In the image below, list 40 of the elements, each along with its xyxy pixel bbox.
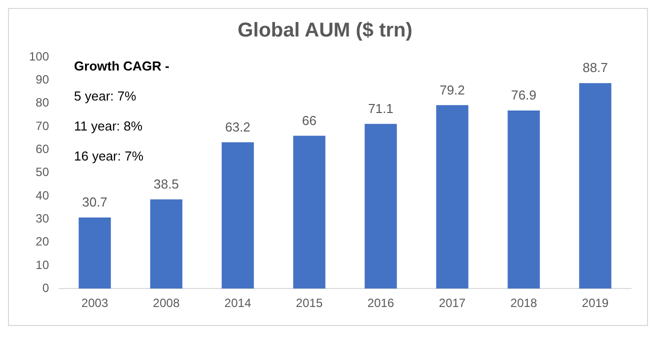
bar bbox=[293, 136, 326, 289]
chart-title: Global AUM ($ trn) bbox=[238, 20, 412, 42]
bar bbox=[579, 83, 612, 289]
annotation: Growth CAGR - bbox=[74, 58, 170, 74]
x-tick-label: 2008 bbox=[152, 296, 180, 310]
x-tick-label: 2016 bbox=[367, 296, 394, 310]
x-tick-label: 2018 bbox=[510, 296, 538, 310]
y-tick-label: 0 bbox=[42, 280, 50, 295]
bar bbox=[364, 124, 397, 289]
y-tick-label: 80 bbox=[36, 96, 50, 110]
x-tick-label: 2019 bbox=[582, 296, 609, 310]
data-label: 71.1 bbox=[368, 101, 394, 116]
x-tick-label: 2015 bbox=[296, 296, 323, 310]
x-tick-label: 2003 bbox=[81, 296, 108, 310]
data-label: 38.5 bbox=[154, 176, 179, 192]
y-tick-label: 60 bbox=[36, 142, 50, 156]
data-label: 63.2 bbox=[225, 119, 250, 134]
y-tick-label: 30 bbox=[36, 211, 50, 226]
annotation: 5 year: 7% bbox=[74, 88, 137, 104]
y-tick-label: 100 bbox=[28, 49, 50, 64]
x-tick-label: 2017 bbox=[438, 296, 466, 310]
data-label: 66 bbox=[302, 112, 316, 128]
y-tick-label: 40 bbox=[36, 188, 50, 202]
bar bbox=[222, 142, 254, 289]
annotation: 11 year: 8% bbox=[74, 118, 143, 134]
bar bbox=[150, 199, 182, 289]
bar bbox=[78, 218, 111, 289]
y-tick-label: 20 bbox=[36, 234, 50, 249]
data-label: 88.7 bbox=[582, 60, 608, 76]
annotation: 16 year: 7% bbox=[74, 148, 144, 164]
data-label: 30.7 bbox=[82, 194, 108, 210]
y-tick-label: 90 bbox=[36, 72, 50, 86]
y-tick-label: 70 bbox=[36, 118, 50, 133]
y-tick-label: 10 bbox=[36, 258, 50, 272]
y-tick-label: 50 bbox=[36, 165, 50, 180]
data-label: 76.9 bbox=[511, 88, 536, 103]
bar bbox=[508, 110, 540, 289]
bar bbox=[436, 105, 468, 289]
data-label: 79.2 bbox=[440, 82, 465, 98]
x-tick-label: 2014 bbox=[224, 296, 252, 310]
